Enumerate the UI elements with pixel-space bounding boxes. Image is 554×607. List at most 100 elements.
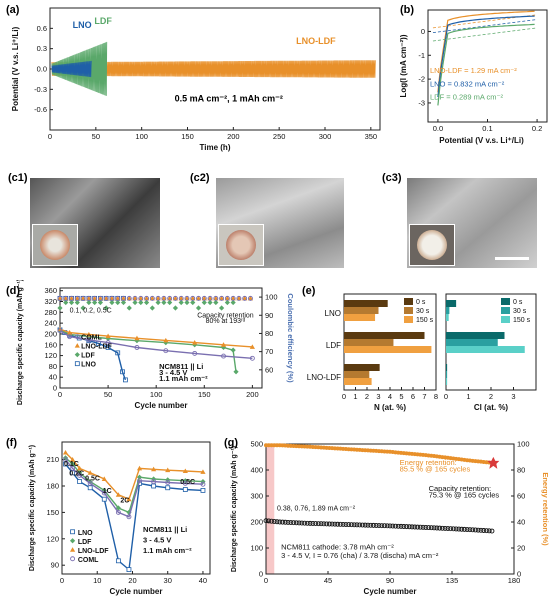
y-tick-label: 0.3 [37, 44, 47, 53]
ce-point-lno-ldf [224, 295, 230, 301]
capacity-point [445, 526, 451, 532]
x-tick-label: 350 [365, 132, 378, 141]
cell-annotation: 3 - 4.5 V [143, 535, 171, 544]
capacity-point [426, 525, 432, 531]
capacity-point-lno [115, 558, 121, 564]
ce-point-coml [167, 295, 173, 301]
ce-point-coml [57, 295, 63, 301]
plot-frame [59, 287, 263, 389]
capacity-point-lno [151, 483, 157, 489]
ce-point-lno-ldf [195, 295, 202, 301]
capacity-point [340, 521, 346, 527]
capacity-point-coml [63, 457, 68, 463]
ce-point-coml [196, 295, 201, 301]
y-tick-label: 180 [46, 482, 59, 491]
rate-annotation: 0.38, 0.76, 1.89 mA cm⁻² [277, 505, 356, 512]
n-bar-lno [344, 307, 379, 314]
ce-point-coml [97, 295, 103, 301]
capacity-point-coml [101, 490, 107, 496]
series-label-ldf: LDF [94, 16, 112, 26]
y-tick-label: 100 [517, 440, 530, 449]
y-tick-label: 400 [250, 466, 263, 475]
ce-point-lno-ldf [63, 295, 69, 301]
ce-point-lno-ldf [201, 295, 207, 301]
capacity-point-ldf [115, 505, 121, 511]
x-tick-label: 1 [466, 392, 470, 401]
x-tick-label: 0 [60, 576, 64, 585]
panel-label-b: (b) [400, 4, 414, 16]
ce-point-coml [63, 295, 69, 301]
capacity-point [346, 522, 352, 528]
energy-retention-value: 85.5 % @ 165 cycles [400, 464, 471, 473]
capacity-point-lno [87, 485, 93, 491]
capacity-point-coml [200, 481, 206, 487]
capacity-point [406, 524, 412, 530]
capacity-point [475, 527, 481, 533]
cl-bar-ldf [446, 339, 498, 346]
ce-point-lno-ldf [97, 295, 103, 301]
capacity-point-coml [165, 480, 171, 485]
x-tick-label: 0 [48, 132, 52, 141]
capacity-retention-value: 75.3 % @ 165 cycles [429, 490, 500, 499]
x-tick-label: 0.2 [532, 124, 542, 133]
category-label: LNO-LDF [307, 373, 341, 382]
capacity-point-coml [87, 480, 93, 486]
panel-f: (f) 0 10 20 30 40 90 120 150 180 210 Cycle number Di… [0, 432, 218, 602]
capacity-point [456, 526, 462, 532]
ce-point-lno-ldf [86, 295, 92, 301]
capacity-point [365, 522, 371, 528]
rate-label: 0.5C [85, 476, 100, 483]
capacity-point [417, 524, 423, 530]
legend-swatch-cl [501, 316, 510, 323]
ce-point-coml [109, 295, 115, 301]
y-tick-label: 120 [46, 534, 59, 543]
x-tick-label: 200 [246, 390, 259, 399]
cell-annotation: NCM811 || Li [159, 362, 203, 371]
sem-photo-c2 [216, 178, 344, 268]
capacity-point-lno-ldf [62, 449, 69, 455]
y-tick-label: -1 [418, 51, 425, 60]
ce-point-coml [248, 295, 253, 301]
ce-point-lno-ldf [155, 295, 161, 301]
ce-point-lno-ldf [126, 295, 132, 301]
x-tick-label: 8 [434, 392, 438, 401]
capacity-point-lno [126, 567, 132, 573]
capacity-point [395, 523, 401, 529]
ce-point-lno-ldf [143, 295, 150, 301]
capacity-point [271, 519, 277, 524]
energy-point [272, 443, 277, 448]
capacity-point [470, 527, 476, 533]
capacity-point [304, 520, 310, 526]
plot-frame [61, 441, 211, 575]
capacity-point [293, 520, 299, 526]
coin-photo [218, 224, 264, 266]
ce-point-coml [184, 295, 190, 301]
y-tick-label: 80 [49, 362, 57, 371]
ce-point-ldf [172, 305, 179, 311]
x-tick-label: 30 [164, 576, 172, 585]
capacity-point-lno [165, 485, 171, 491]
ce-point-lno-ldf [219, 295, 225, 301]
ce-point-lno-ldf [172, 295, 179, 301]
x-tick-label: 45 [324, 576, 332, 585]
rate-label: 0.5C [180, 479, 195, 486]
capacity-point [282, 519, 288, 525]
capacity-point-lno-ldf [151, 466, 157, 472]
x-tick-label: 50 [92, 132, 100, 141]
ce-point-coml [144, 295, 150, 301]
legend-swatch-n [404, 316, 413, 323]
retention-annotation: Capacity retention [197, 313, 254, 320]
x-tick-label: 40 [199, 576, 207, 585]
legend-label-cl: 150 s [513, 317, 531, 324]
ce-point-lno-ldf [138, 295, 144, 301]
ce-point-ldf [126, 305, 132, 311]
x-tick-label: 200 [227, 132, 240, 141]
ce-point-coml [207, 295, 213, 301]
y-tick-label: 360 [44, 286, 57, 295]
capacity-point-coml [70, 465, 76, 471]
cell-annotation: NCM811 || Li [143, 525, 187, 534]
capacity-point [467, 527, 473, 533]
cl-bar-lno-ldf [446, 378, 448, 385]
cell-annotation: 1.1 mAh cm⁻² [143, 546, 192, 555]
capacity-point-lno-ldf [87, 470, 93, 475]
